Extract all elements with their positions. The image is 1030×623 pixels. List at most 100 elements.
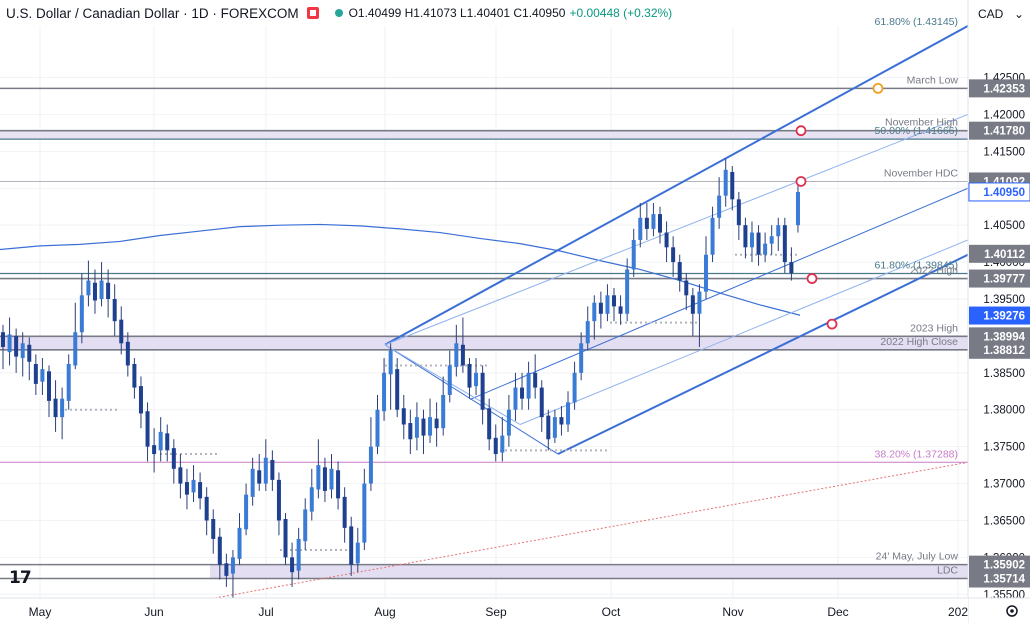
- x-tick-label: Sep: [485, 605, 507, 619]
- candle-down: [224, 563, 229, 576]
- y-tick-label: 1.40500: [983, 220, 1025, 232]
- candle-up: [250, 468, 255, 497]
- candle-down: [14, 335, 19, 357]
- price-tag-label: 1.39276: [983, 311, 1025, 323]
- candle-up: [362, 483, 367, 543]
- candle-up: [605, 295, 610, 314]
- candle-down: [112, 299, 117, 322]
- candle-up: [237, 527, 242, 559]
- candle-down: [467, 363, 472, 388]
- candle-down: [520, 387, 525, 399]
- candle-down: [92, 282, 97, 301]
- candle-down: [539, 387, 544, 418]
- candle-down: [480, 372, 485, 410]
- candle-up: [631, 239, 636, 270]
- candle-down: [257, 470, 262, 484]
- price-tag: [969, 306, 1030, 325]
- candle-up: [500, 435, 505, 453]
- candle-up: [40, 369, 45, 382]
- candle-down: [664, 232, 669, 248]
- chevron-down-icon: ⌄: [1014, 7, 1024, 21]
- candle-up: [592, 302, 597, 322]
- candle-down: [276, 479, 281, 521]
- candle-down: [612, 295, 617, 307]
- candle-down: [487, 408, 492, 440]
- candle-down: [106, 282, 111, 299]
- y-tick-label: 1.38500: [983, 368, 1025, 380]
- candle-up: [723, 169, 728, 196]
- price-tag-label: 1.40112: [984, 249, 1025, 261]
- candle-up: [303, 509, 308, 542]
- candle-up: [506, 409, 511, 436]
- candle-up: [474, 372, 479, 387]
- y-tick-label: 1.36500: [983, 515, 1025, 527]
- candle-down: [349, 526, 354, 565]
- parallel-line: [519, 239, 969, 425]
- y-tick-label: 1.37000: [983, 479, 1025, 491]
- level-label: November High: [885, 117, 958, 129]
- price-tag-label: 1.41780: [983, 126, 1025, 138]
- moving-average-line: [0, 223, 801, 316]
- candle-down: [178, 467, 183, 484]
- price-tag-label: 1.38994: [983, 331, 1025, 343]
- level-marker: [795, 176, 807, 187]
- x-tick-label: Aug: [374, 605, 395, 619]
- candle-down: [283, 519, 288, 558]
- level-label: March Low: [907, 74, 959, 86]
- symbol-title[interactable]: U.S. Dollar / Canadian Dollar · 1D · FOR…: [6, 5, 299, 21]
- candle-up: [158, 431, 163, 451]
- candle-down: [171, 448, 176, 469]
- level-marker: [826, 318, 838, 330]
- price-tag-label: 1.42353: [983, 83, 1025, 95]
- pitchfork-tine: [384, 344, 521, 425]
- candle-up: [20, 343, 25, 359]
- candle-down: [743, 225, 748, 248]
- support-zone: [0, 336, 968, 350]
- candle-up: [99, 280, 104, 299]
- candle-down: [756, 232, 761, 255]
- candle-down: [789, 262, 794, 274]
- price-tag-label: 1.35902: [983, 560, 1025, 572]
- level-label: 50.00% (1.41666): [875, 125, 958, 137]
- level-label: 61.80% (1.43145): [875, 16, 958, 28]
- candle-up: [552, 417, 557, 438]
- level-label: 2022 High: [910, 265, 958, 277]
- x-tick-label: Nov: [722, 605, 743, 619]
- candle-down: [395, 369, 400, 410]
- candle-down: [132, 363, 137, 388]
- candle-up: [191, 479, 196, 493]
- candle-down: [270, 459, 275, 480]
- level-marker: [795, 125, 807, 137]
- x-tick-label: Jul: [258, 605, 273, 619]
- flag-icon[interactable]: [306, 7, 319, 19]
- level-label: 2023 High: [910, 322, 958, 334]
- candle-down: [211, 519, 216, 539]
- candle-down: [618, 306, 623, 314]
- parallel-line: [384, 113, 969, 346]
- time-axis-bg: [0, 598, 968, 623]
- candle-up: [769, 236, 774, 244]
- candle-down: [421, 418, 426, 436]
- chart-header: U.S. Dollar / Canadian Dollar · 1D · FOR…: [0, 0, 672, 26]
- candle-down: [401, 408, 406, 425]
- y-tick-label: 1.37500: [983, 442, 1025, 454]
- tradingview-logo-icon[interactable]: 17: [9, 568, 32, 588]
- x-tick-label: 202: [948, 605, 968, 619]
- candle-up: [309, 487, 314, 512]
- candle-up: [388, 350, 393, 375]
- candle-down: [204, 496, 209, 521]
- candle-down: [342, 496, 347, 528]
- candle-up: [454, 343, 459, 367]
- level-label: 61.80% (1.39845): [875, 260, 958, 272]
- currency-bg: [969, 0, 1030, 26]
- level-marker: [872, 82, 884, 94]
- candle-up: [717, 195, 722, 218]
- ohlc-values: O1.40499 H1.41073 L1.40401 C1.40950: [348, 6, 566, 20]
- candle-down: [559, 417, 564, 425]
- candle-down: [1, 332, 5, 347]
- y-tick-label: 1.39500: [983, 294, 1025, 306]
- candle-up: [329, 468, 334, 490]
- candle-down: [684, 280, 689, 296]
